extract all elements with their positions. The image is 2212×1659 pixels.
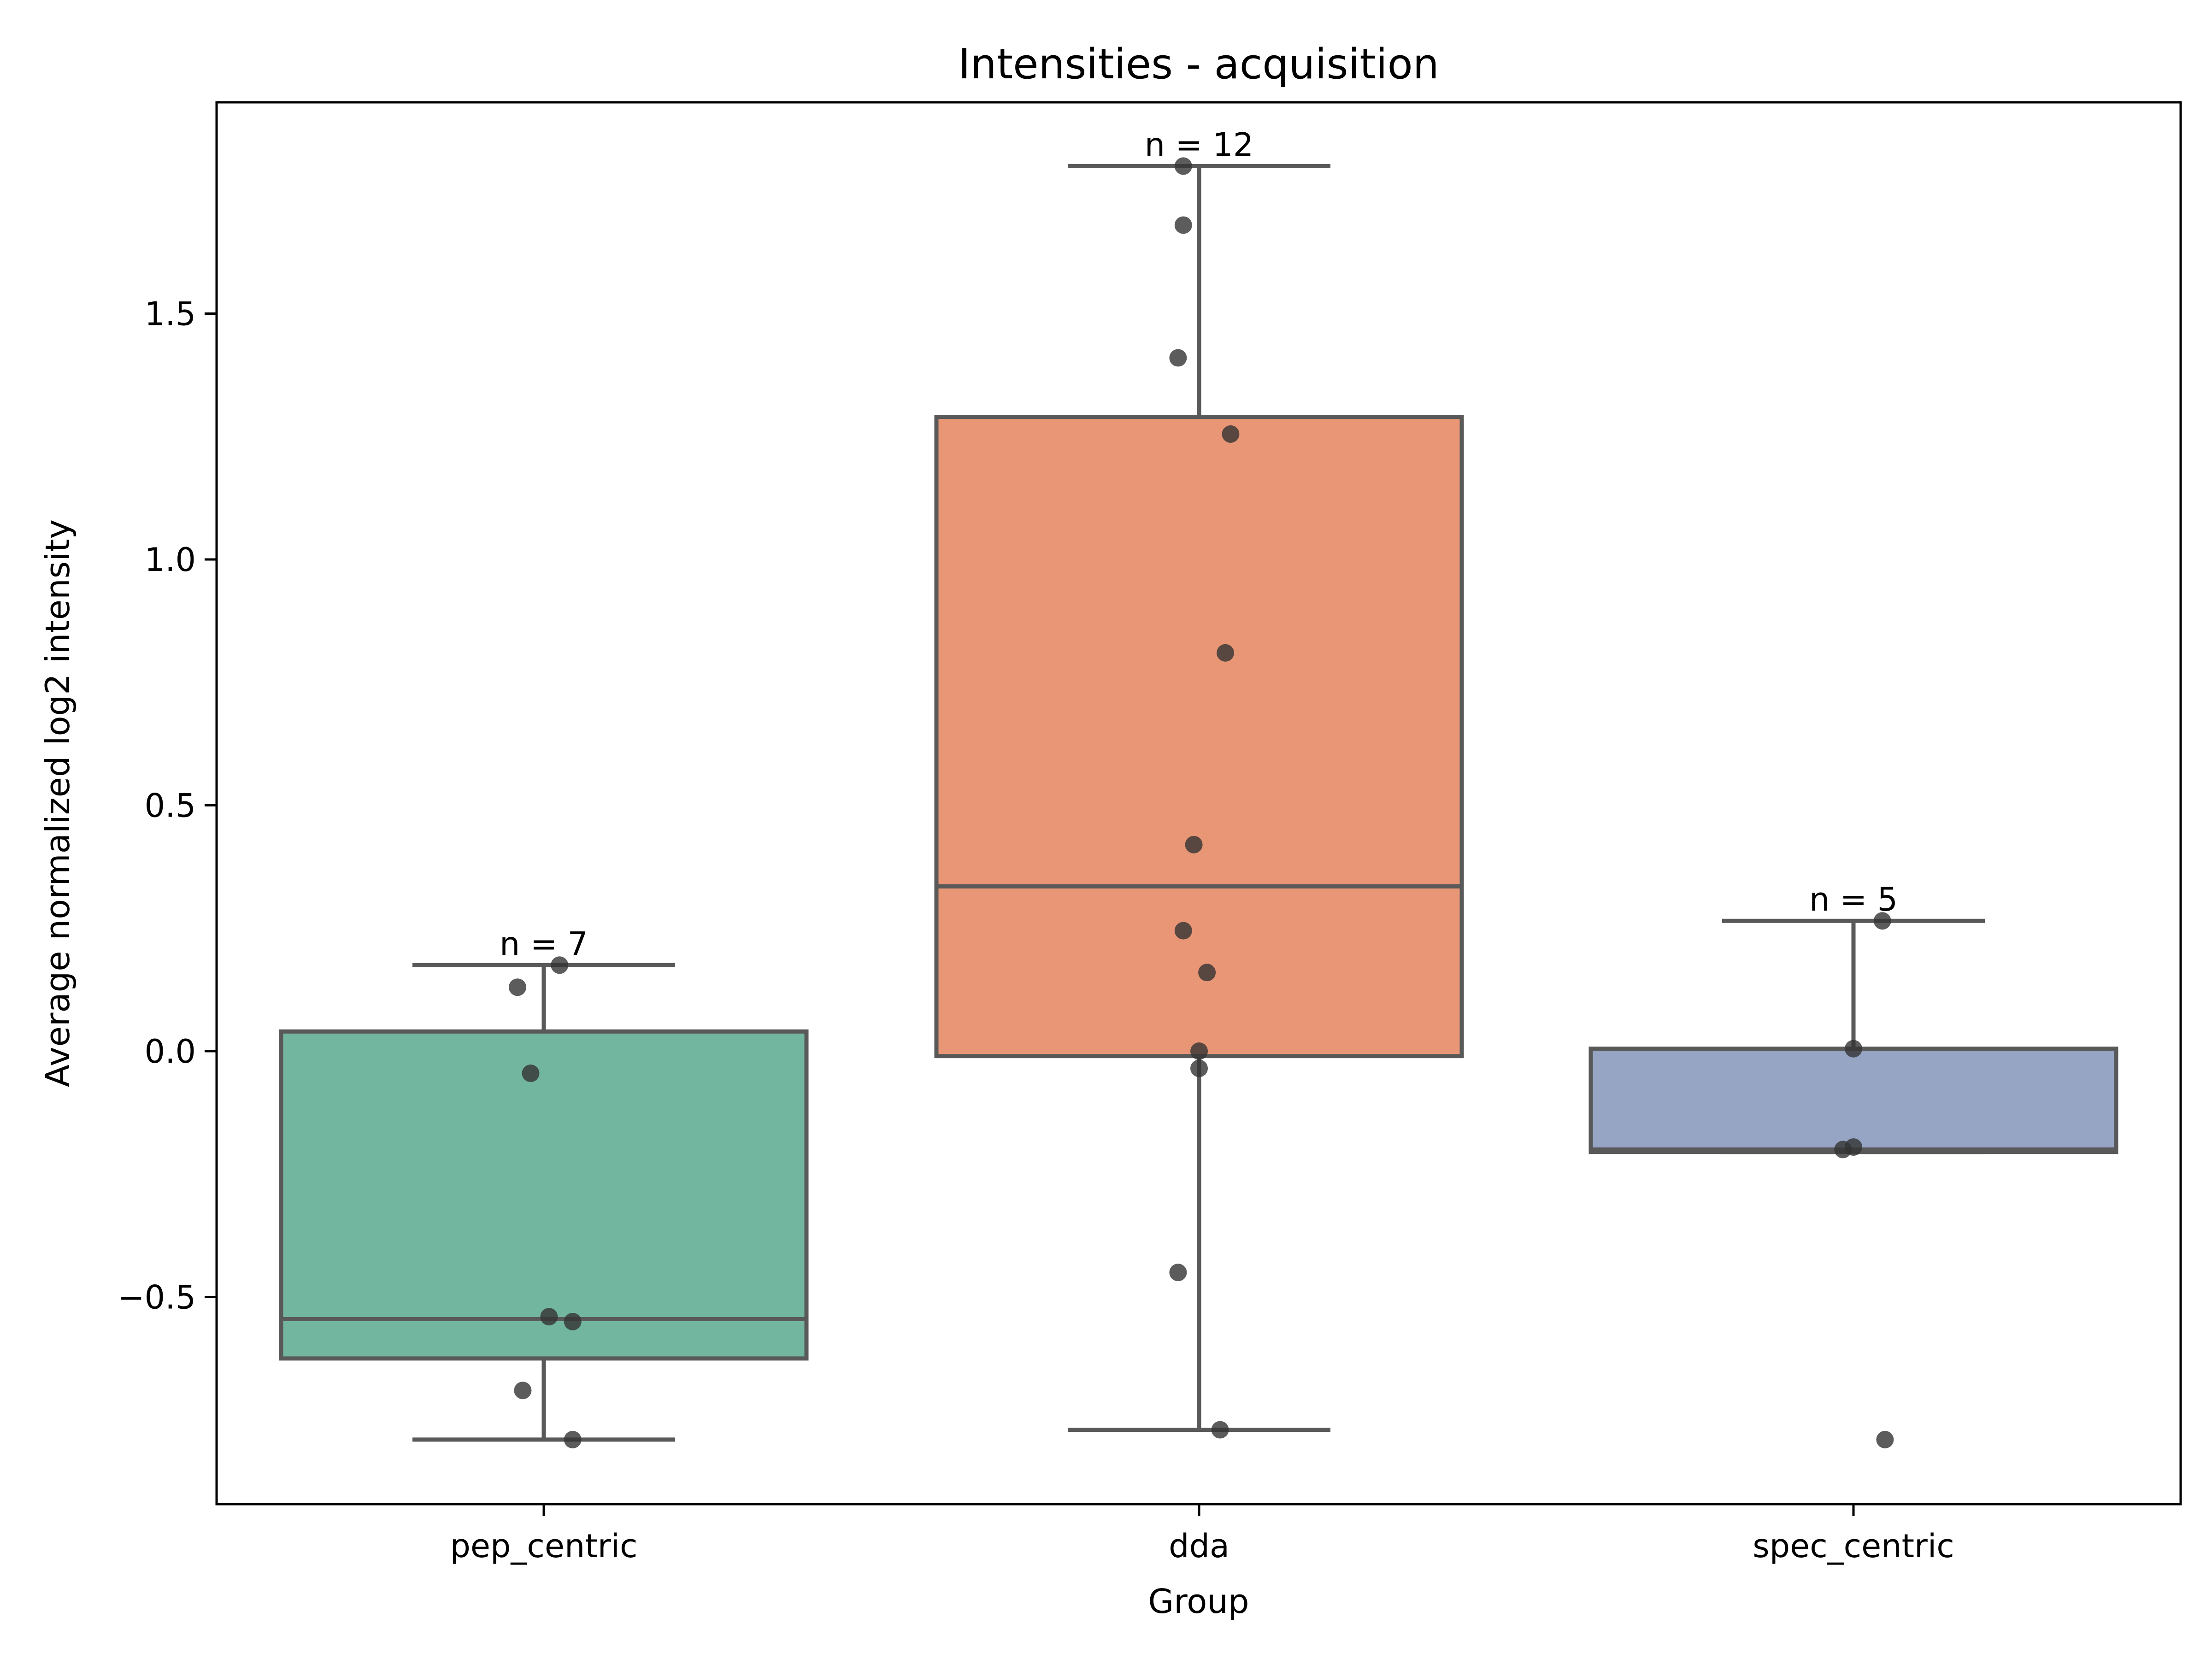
box-pep_centric bbox=[279, 1029, 809, 1361]
data-point bbox=[1185, 835, 1203, 853]
y-tick-label: −0.5 bbox=[118, 1279, 196, 1317]
y-tick-label: 0.0 bbox=[145, 1033, 196, 1071]
data-point bbox=[1845, 1040, 1862, 1058]
data-point bbox=[1190, 1042, 1208, 1060]
box-dda bbox=[934, 415, 1464, 1059]
box-group-dda: n = 12 bbox=[934, 126, 1464, 1439]
data-point bbox=[1169, 1264, 1187, 1282]
data-point bbox=[551, 956, 569, 974]
box-group-pep_centric: n = 7 bbox=[279, 925, 809, 1448]
box-group-spec_centric: n = 5 bbox=[1588, 881, 2118, 1448]
data-point bbox=[1174, 157, 1192, 175]
y-tick-label: 1.0 bbox=[145, 541, 196, 579]
data-point bbox=[1873, 912, 1891, 930]
data-point bbox=[564, 1312, 582, 1330]
data-point bbox=[1211, 1421, 1229, 1439]
data-point bbox=[514, 1382, 532, 1400]
y-tick-label: 1.5 bbox=[145, 295, 196, 333]
data-point bbox=[1845, 1138, 1862, 1156]
x-tick-label: pep_centric bbox=[450, 1527, 637, 1565]
x-axis-title: Group bbox=[1148, 1582, 1249, 1621]
x-tick-label: dda bbox=[1169, 1527, 1230, 1565]
data-point bbox=[509, 978, 526, 996]
y-axis-title: Average normalized log2 intensity bbox=[38, 519, 77, 1087]
data-point bbox=[1190, 1059, 1208, 1077]
chart-title: Intensities - acquisition bbox=[958, 40, 1439, 88]
data-point bbox=[564, 1430, 582, 1448]
data-point bbox=[1169, 349, 1187, 367]
n-count-label: n = 12 bbox=[1145, 126, 1254, 164]
data-point bbox=[1174, 922, 1192, 940]
data-point bbox=[522, 1065, 540, 1082]
plot-area-frame bbox=[215, 101, 2182, 1506]
n-count-label: n = 5 bbox=[1809, 881, 1898, 918]
data-point bbox=[1222, 425, 1240, 443]
data-point bbox=[540, 1308, 558, 1326]
data-point bbox=[1174, 216, 1192, 234]
data-point bbox=[1217, 644, 1234, 662]
n-count-label: n = 7 bbox=[500, 925, 588, 963]
y-tick-label: 0.5 bbox=[145, 787, 196, 825]
box-spec_centric bbox=[1588, 1047, 2118, 1154]
x-tick-label: spec_centric bbox=[1753, 1527, 1954, 1565]
data-point bbox=[1198, 964, 1216, 982]
data-point bbox=[1876, 1430, 1894, 1448]
